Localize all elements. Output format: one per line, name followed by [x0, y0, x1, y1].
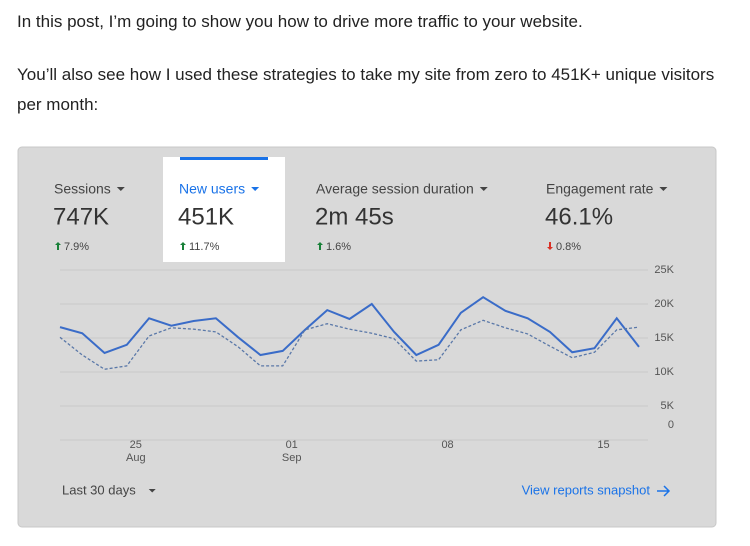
paragraph: You’ll also see how I used these strateg…: [17, 65, 715, 114]
metric-change: 1.6%: [326, 241, 351, 253]
y-tick-label: 0: [668, 419, 674, 431]
metric-label[interactable]: Sessions: [54, 181, 111, 197]
dropdown-icon: [148, 489, 156, 493]
date-range[interactable]: Last 30 days: [62, 482, 136, 497]
change-arrow: [317, 242, 323, 250]
change-arrow: [55, 242, 61, 250]
paragraph: In this post, I’m going to show you how …: [17, 12, 583, 31]
link-arrow: [657, 485, 671, 497]
report-link[interactable]: View reports snapshot: [522, 482, 651, 497]
x-tick-label: 01: [286, 439, 298, 451]
metric-change: 7.9%: [64, 241, 89, 253]
selected-indicator: [180, 157, 268, 160]
dropdown-icon: [479, 187, 488, 191]
change-arrow: [180, 242, 186, 250]
metric-value: 46.1%: [545, 203, 613, 230]
metric-value: 747K: [53, 203, 109, 230]
y-tick-label: 5K: [661, 400, 675, 412]
metric-label[interactable]: Average session duration: [316, 181, 474, 197]
metric-change: 11.7%: [189, 241, 220, 253]
y-tick-label: 10K: [654, 366, 674, 378]
dropdown-icon: [116, 187, 125, 191]
data-line: [59, 296, 640, 357]
x-tick-label: 08: [441, 439, 453, 451]
y-tick-label: 25K: [654, 264, 674, 276]
metric-label[interactable]: New users: [179, 181, 245, 197]
metric-value: 2m 45s: [315, 203, 394, 230]
x-tick-label: 25: [130, 439, 142, 451]
change-arrow: [547, 242, 553, 250]
metric-change: 0.8%: [556, 241, 581, 253]
dropdown-icon: [251, 187, 260, 191]
y-tick-label: 20K: [654, 298, 674, 310]
metric-value: 451K: [178, 203, 234, 230]
metric-label[interactable]: Engagement rate: [546, 181, 654, 197]
x-tick-sublabel: Sep: [282, 452, 302, 464]
x-tick-sublabel: Aug: [126, 452, 146, 464]
dropdown-icon: [659, 187, 668, 191]
y-tick-label: 15K: [654, 332, 674, 344]
data-line: [59, 319, 640, 370]
x-tick-label: 15: [597, 439, 609, 451]
